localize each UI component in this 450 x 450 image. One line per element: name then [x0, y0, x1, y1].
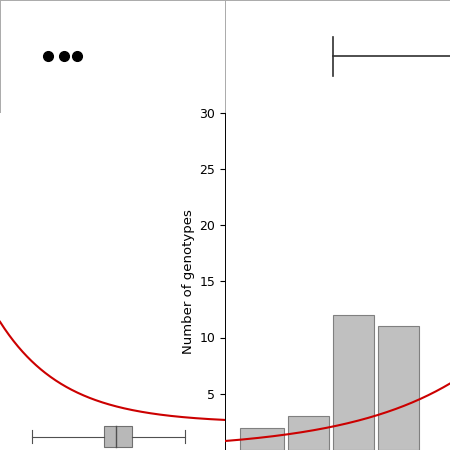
- Bar: [333, 315, 374, 450]
- Bar: [240, 428, 284, 450]
- Bar: [378, 326, 419, 450]
- Bar: [288, 416, 329, 450]
- Bar: [104, 427, 132, 446]
- Y-axis label: Number of genotypes: Number of genotypes: [182, 209, 195, 354]
